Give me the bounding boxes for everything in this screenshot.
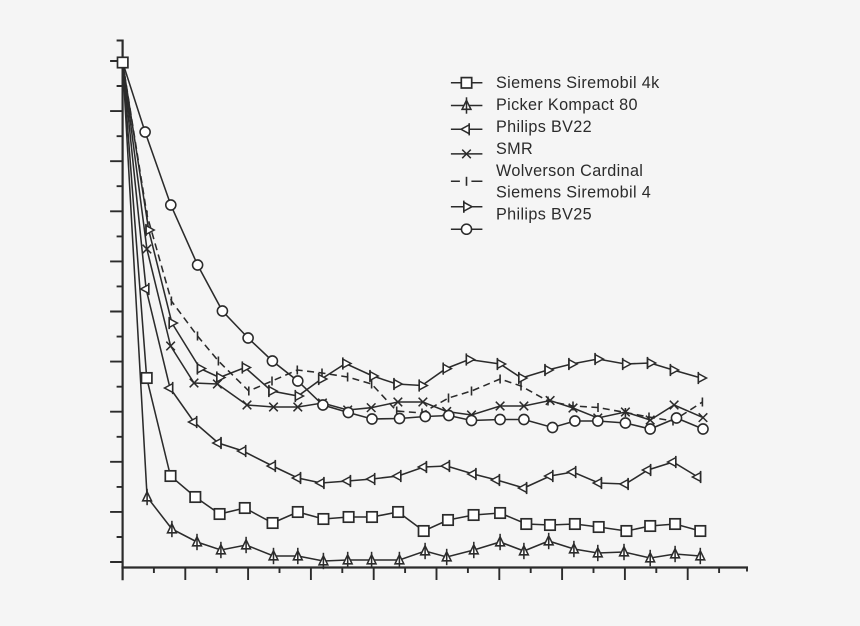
svg-text:Philips BV22: Philips BV22 xyxy=(496,118,592,136)
svg-text:Wolverson Cardinal: Wolverson Cardinal xyxy=(496,162,643,180)
svg-text:Picker Kompact 80: Picker Kompact 80 xyxy=(496,96,638,114)
svg-text:Siemens Siremobil 4k: Siemens Siremobil 4k xyxy=(496,74,660,92)
svg-text:SMR: SMR xyxy=(496,140,533,158)
svg-text:Philips BV25: Philips BV25 xyxy=(496,206,592,224)
svg-text:Siemens Siremobil 4: Siemens Siremobil 4 xyxy=(496,184,651,202)
